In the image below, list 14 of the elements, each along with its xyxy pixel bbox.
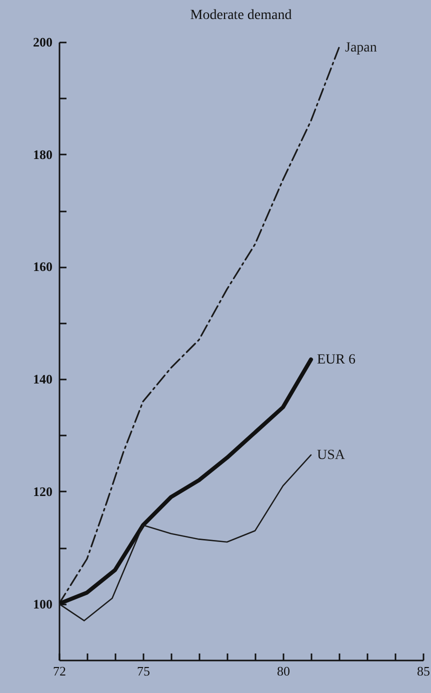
y-tick-label: 140 [33,372,52,387]
y-tick-label: 120 [33,484,52,499]
x-tick-label: 85 [417,664,430,678]
x-tick-label: 75 [137,664,150,678]
series-label: EUR 6 [317,352,356,368]
y-tick-label: 180 [33,146,52,162]
series-label: USA [317,448,346,463]
chart-title: Moderate demand [190,8,292,23]
x-tick-label: 72 [53,664,66,678]
y-tick-label: 160 [33,259,52,274]
y-tick-label: 100 [33,596,52,612]
x-tick-label: 80 [277,664,290,678]
y-tick-label: 200 [33,34,52,50]
series-label: Japan [345,40,377,56]
